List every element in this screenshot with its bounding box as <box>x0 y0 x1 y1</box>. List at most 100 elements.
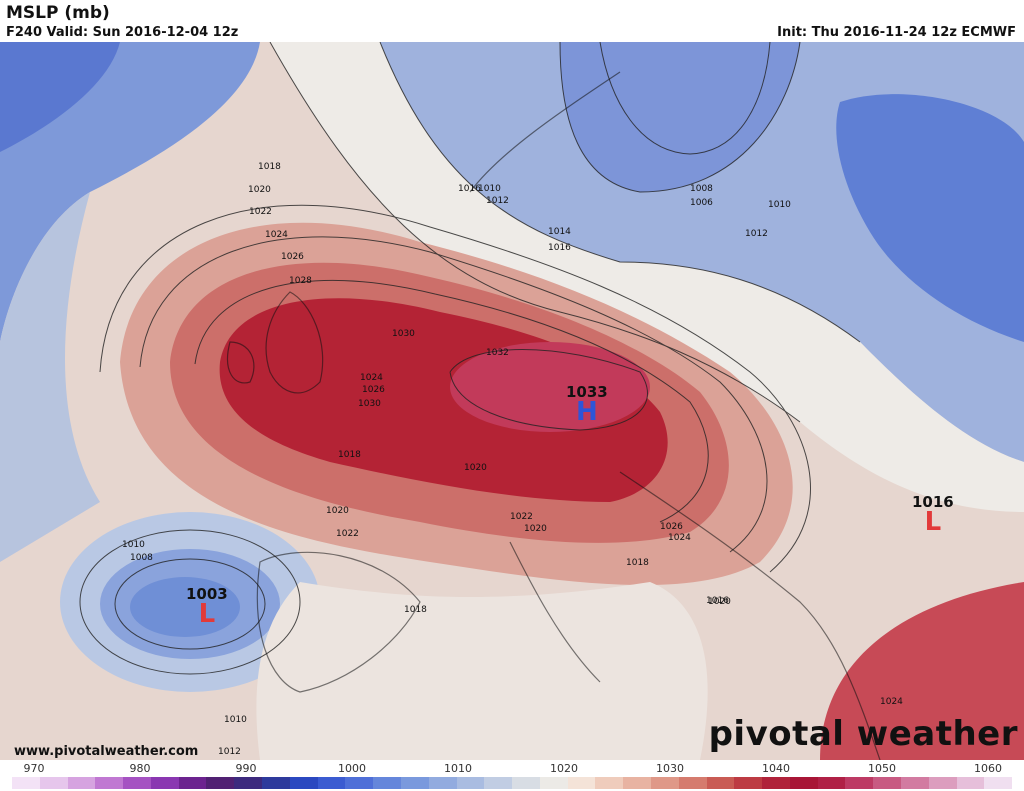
colorbar-tick: 970 <box>23 762 45 775</box>
isobar-label: 1024 <box>265 230 288 240</box>
colorbar-swatch <box>595 777 624 789</box>
colorbar-tick: 1040 <box>762 762 790 775</box>
colorbar-swatch <box>67 777 96 789</box>
isobar-label: 1028 <box>289 276 312 286</box>
low-center-label-east: 1016 L <box>912 493 954 537</box>
colorbar-swatch <box>428 777 457 789</box>
low-center-marker-west: L <box>198 599 216 629</box>
colorbar-swatch <box>262 777 290 789</box>
coastlines <box>226 71 881 760</box>
isobar-label: 1020 <box>464 463 487 473</box>
isobar-label: 1026 <box>362 385 385 395</box>
isobar-label: 1020 <box>248 185 271 195</box>
isobar-label: 1020 <box>524 524 547 534</box>
colorbar-swatch <box>789 777 818 789</box>
high-center-label: 1033 H <box>566 383 608 427</box>
isobar-label: 1016 <box>548 243 571 253</box>
colorbar-swatch <box>400 777 429 789</box>
colorbar-swatch <box>150 777 179 789</box>
neutral-band <box>270 42 1024 512</box>
isobar-label: 1024 <box>360 373 383 383</box>
isobar-label: 1030 <box>358 399 381 409</box>
colorbar-tick: 1050 <box>868 762 896 775</box>
colorbar-swatch <box>178 777 207 789</box>
isobar-label: 1020 <box>326 506 349 516</box>
low-center-marker-east: L <box>924 507 942 537</box>
colorbar-tick: 1000 <box>338 762 366 775</box>
high-core <box>450 342 650 432</box>
isobar-label: 1032 <box>486 348 509 358</box>
high-center-value: 1033 <box>566 383 608 401</box>
init-time: Init: Thu 2016-11-24 12z ECMWF <box>777 25 1016 40</box>
isobar-label: 1030 <box>392 329 415 339</box>
colorbar-tick: 1020 <box>550 762 578 775</box>
colorbar-swatch <box>650 777 679 789</box>
colorbar-swatch <box>123 777 151 789</box>
isobar-label: 1010 <box>122 540 145 550</box>
colorbar-swatch <box>289 777 318 789</box>
low-center-value-west: 1003 <box>186 585 228 603</box>
isobar-label: 1022 <box>510 512 533 522</box>
isobar-label: 1010 <box>478 184 501 194</box>
colorbar-swatch <box>901 777 929 789</box>
low-center-label-west: 1003 L <box>186 585 228 629</box>
colorbar-swatch <box>345 777 374 789</box>
isobar-label: 1006 <box>690 198 713 208</box>
colorbar-swatch <box>623 777 651 789</box>
chart-title: MSLP (mb) <box>6 3 110 23</box>
colorbar-swatch <box>484 777 513 789</box>
colorbar-swatch <box>539 777 568 789</box>
russia-low <box>836 94 1024 342</box>
colorbar-swatch <box>678 777 707 789</box>
colorbar-swatch <box>928 777 957 789</box>
isobar-label: 1018 <box>338 450 361 460</box>
isobar-label: 1020 <box>708 597 731 607</box>
colorbar-swatch <box>206 777 235 789</box>
southwest-low-core <box>130 577 240 637</box>
valid-time: F240 Valid: Sun 2016-12-04 12z <box>6 25 239 40</box>
colorbar-ticks: 970 980 990 1000 1010 1020 1030 1040 1050 1060 <box>12 762 1012 776</box>
pressure-map[interactable]: 1033 H 1003 L 1016 L 1010 1012 1014 1016 101… <box>0 42 1024 760</box>
website-link[interactable]: www.pivotalweather.com <box>14 744 199 759</box>
colorbar-swatch <box>95 777 124 789</box>
colorbar-swatch <box>873 777 901 789</box>
high-center-marker: H <box>575 397 598 427</box>
colorbar-swatch <box>373 777 401 789</box>
isobar-label: 1010 <box>224 715 247 725</box>
colorbar-swatch <box>12 777 40 789</box>
isobar-lines <box>79 42 861 675</box>
isobar-label: 1016 <box>706 596 729 606</box>
colorbar-swatch <box>956 777 985 789</box>
colorbar-swatch <box>984 777 1013 789</box>
colorbar-swatch <box>234 777 263 789</box>
colorbar-tick: 980 <box>129 762 151 775</box>
colorbar-swatch <box>706 777 735 789</box>
southeast-high <box>820 582 1024 760</box>
colorbar-tick: 1060 <box>974 762 1002 775</box>
pivotal-weather-logo: pivotal weather <box>708 714 1018 754</box>
colorbar-tick: 990 <box>235 762 257 775</box>
colorbar-swatch <box>456 777 485 789</box>
isobar-label: 1012 <box>745 229 768 239</box>
scandinavia-low <box>560 42 800 192</box>
colorbar-swatch <box>317 777 346 789</box>
isobar-label: 1012 <box>486 196 509 206</box>
colorbar-swatch <box>567 777 596 789</box>
isobar-label: 1010 <box>768 200 791 210</box>
mediterranean-zone <box>256 582 708 760</box>
atlantic-low-shading <box>0 42 260 342</box>
colorbar-swatch <box>845 777 874 789</box>
isobar-label: 1012 <box>218 747 241 757</box>
colorbar-swatch <box>762 777 790 789</box>
colorbar-swatch <box>734 777 763 789</box>
colorbar-swatch <box>39 777 68 789</box>
isobar-label: 1024 <box>668 533 691 543</box>
atlantic-pale-zone <box>0 192 100 562</box>
isobar-label: 1026 <box>660 522 683 532</box>
isobar-label: 1022 <box>336 529 359 539</box>
pressure-colorbar: 970 980 990 1000 1010 1020 1030 1040 1050 1060 <box>12 760 1013 791</box>
isobar-label: 1018 <box>258 162 281 172</box>
colorbar-swatch <box>512 777 540 789</box>
colorbar-swatches <box>12 777 1013 789</box>
map-canvas <box>0 42 1024 760</box>
